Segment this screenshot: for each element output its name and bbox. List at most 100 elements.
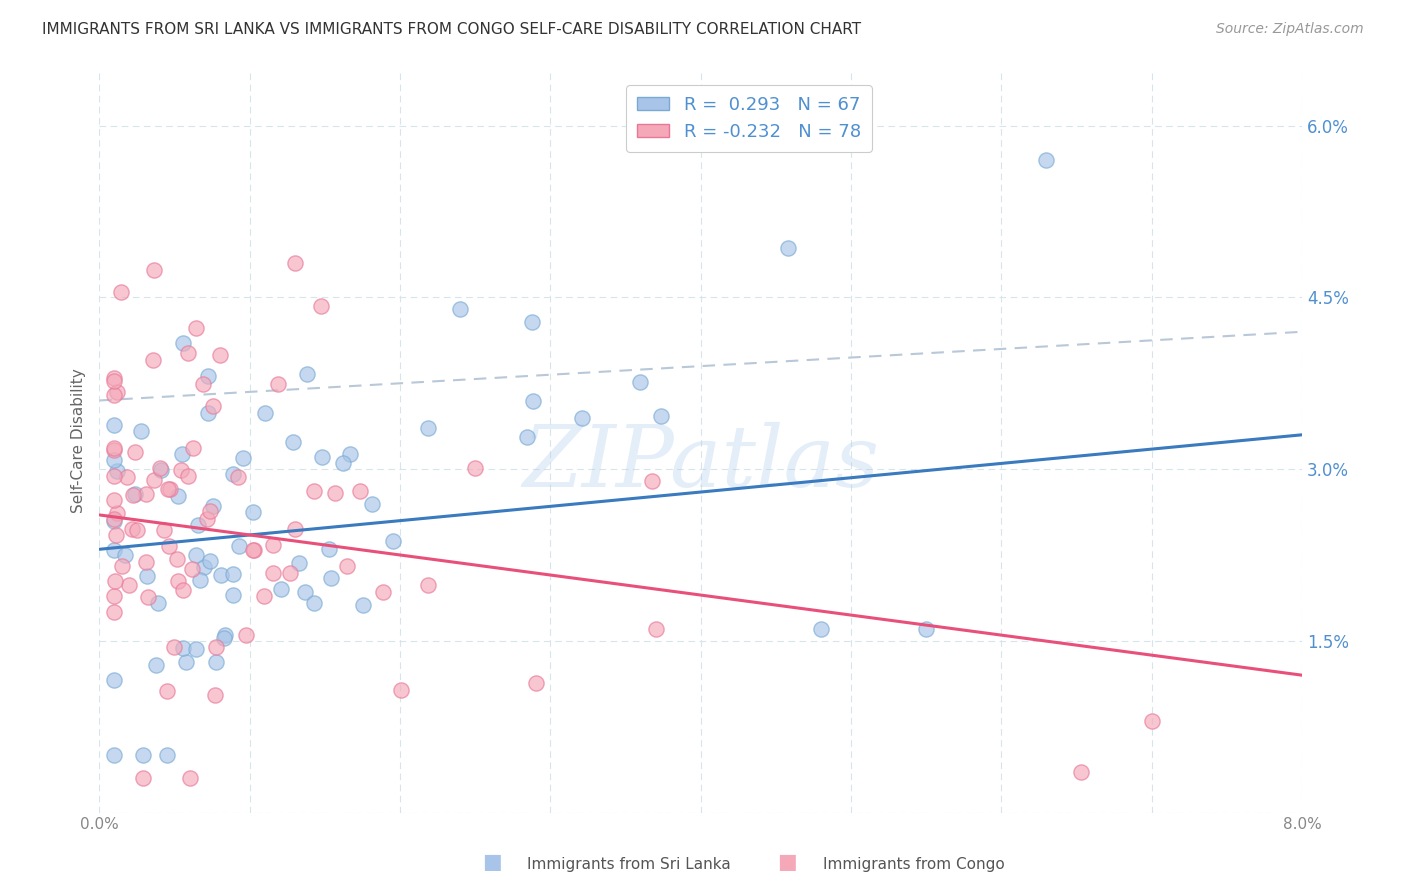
Point	[103, 542, 125, 557]
Point	[208, 348, 231, 362]
Point	[270, 582, 292, 597]
Point	[166, 574, 188, 588]
Legend: R =  0.293   N = 67, R = -0.232   N = 78: R = 0.293 N = 67, R = -0.232 N = 78	[626, 85, 872, 152]
Point	[284, 522, 307, 536]
Point	[284, 256, 307, 270]
Point	[135, 487, 157, 501]
Point	[253, 590, 276, 604]
Point	[193, 560, 215, 574]
Point	[810, 623, 832, 637]
Point	[103, 589, 125, 603]
Point	[193, 376, 215, 391]
Point	[650, 409, 672, 423]
Point	[103, 371, 125, 385]
Y-axis label: Self-Care Disability: Self-Care Disability	[72, 368, 86, 513]
Point	[172, 641, 194, 656]
Point	[418, 578, 440, 592]
Point	[156, 684, 179, 698]
Point	[267, 377, 290, 392]
Point	[295, 367, 318, 381]
Point	[103, 512, 125, 526]
Point	[318, 541, 340, 556]
Point	[174, 655, 197, 669]
Point	[332, 456, 354, 470]
Point	[262, 566, 284, 581]
Point	[1035, 153, 1057, 167]
Point	[170, 447, 193, 461]
Point	[336, 558, 359, 573]
Point	[136, 590, 159, 604]
Point	[184, 549, 207, 563]
Point	[232, 451, 254, 466]
Point	[103, 468, 125, 483]
Point	[373, 584, 395, 599]
Point	[135, 555, 157, 569]
Point	[105, 506, 128, 520]
Point	[103, 441, 125, 455]
Point	[416, 421, 439, 435]
Point	[516, 430, 538, 444]
Point	[311, 450, 333, 464]
Point	[281, 434, 304, 449]
Point	[915, 623, 938, 637]
Text: ZIPatlas: ZIPatlas	[522, 422, 879, 504]
Point	[105, 527, 128, 541]
Point	[103, 748, 125, 763]
Point	[464, 461, 486, 475]
Point	[349, 483, 371, 498]
Point	[105, 385, 128, 400]
Point	[156, 748, 179, 763]
Point	[148, 460, 170, 475]
Point	[176, 469, 198, 483]
Point	[214, 628, 236, 642]
Point	[321, 571, 343, 585]
Point	[103, 514, 125, 528]
Point	[121, 522, 143, 536]
Point	[242, 505, 264, 519]
Point	[131, 771, 153, 785]
Point	[1070, 764, 1092, 779]
Point	[361, 497, 384, 511]
Point	[157, 539, 180, 553]
Point	[262, 538, 284, 552]
Point	[640, 474, 662, 488]
Point	[278, 566, 301, 580]
Point	[118, 577, 141, 591]
Point	[103, 388, 125, 402]
Point	[183, 441, 205, 455]
Point	[288, 556, 311, 570]
Point	[122, 488, 145, 502]
Point	[170, 463, 193, 477]
Point	[242, 543, 264, 558]
Point	[114, 548, 136, 562]
Point	[187, 518, 209, 533]
Point	[103, 442, 125, 457]
Point	[172, 583, 194, 598]
Point	[524, 676, 547, 690]
Point	[197, 406, 219, 420]
Point	[253, 406, 276, 420]
Point	[382, 533, 405, 548]
Point	[103, 374, 125, 388]
Point	[304, 484, 326, 499]
Text: Immigrants from Congo: Immigrants from Congo	[823, 857, 1004, 872]
Point	[339, 447, 361, 461]
Point	[222, 467, 245, 481]
Point	[235, 628, 257, 642]
Point	[179, 771, 201, 785]
Point	[197, 369, 219, 384]
Point	[110, 285, 132, 299]
Point	[228, 470, 250, 484]
Point	[129, 424, 152, 438]
Point	[304, 596, 326, 610]
Point	[228, 539, 250, 553]
Text: ■: ■	[482, 853, 502, 872]
Point	[146, 596, 169, 610]
Point	[201, 399, 224, 413]
Point	[195, 512, 218, 526]
Point	[124, 445, 146, 459]
Point	[156, 482, 179, 496]
Point	[103, 606, 125, 620]
Point	[204, 640, 226, 654]
Point	[188, 573, 211, 587]
